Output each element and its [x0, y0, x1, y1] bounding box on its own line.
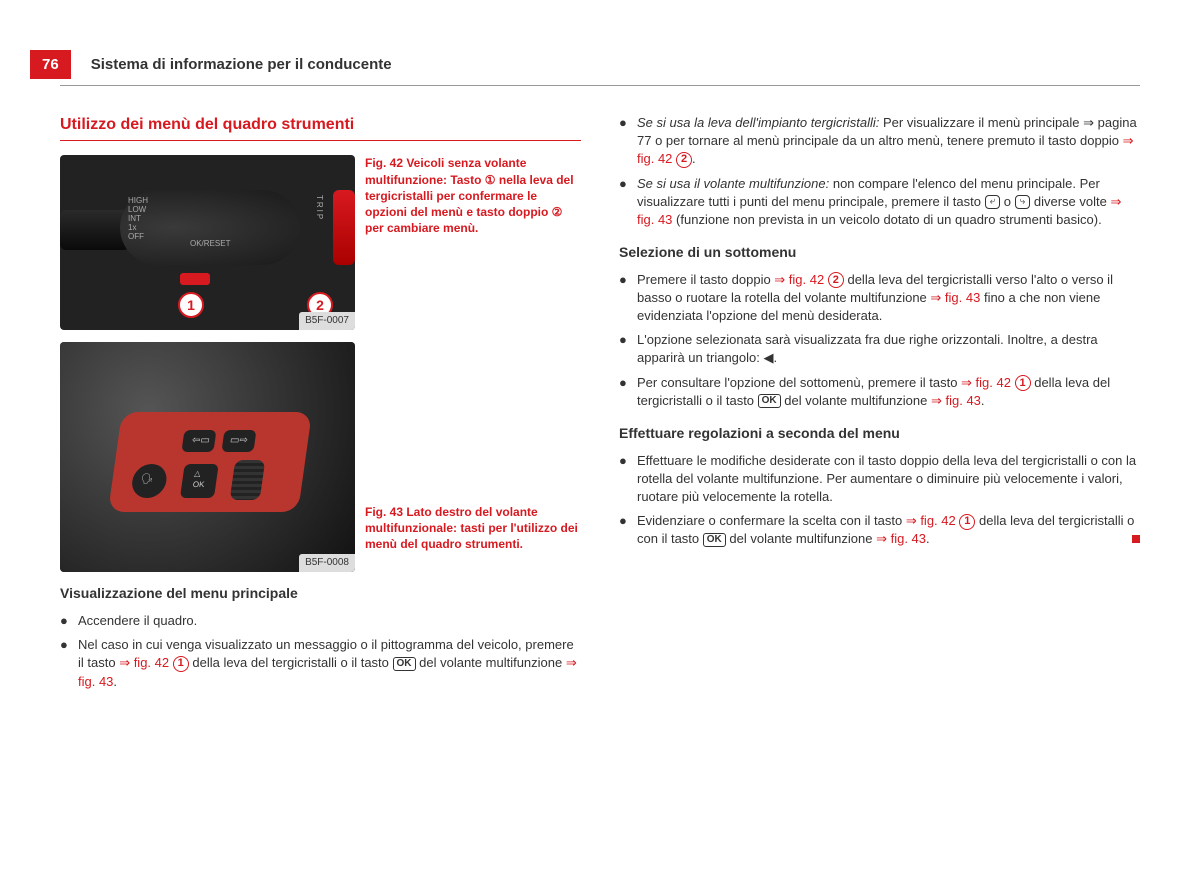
circled-2-icon: 2: [828, 272, 844, 288]
right-column: ● Se si usa la leva dell'impianto tergic…: [619, 114, 1140, 697]
left-subtitle-1: Visualizzazione del menu principale: [60, 584, 581, 604]
right-s2-bullet-3-text: Per consultare l'opzione del sottomenù, …: [637, 374, 1140, 410]
text: (funzione non prevista in un veicolo dot…: [676, 212, 1102, 227]
text: Per consultare l'opzione del sottomenù, …: [637, 375, 961, 390]
fig42-ref: ⇒ fig. 42: [961, 375, 1011, 390]
right-bullet-1-text: Se si usa la leva dell'impianto tergicri…: [637, 114, 1140, 169]
columns: Utilizzo dei menù del quadro strumenti H…: [30, 114, 1170, 697]
figure-42-image: HIGH LOW INT 1x OFF OK/RESET TRIP 1 2 B5…: [60, 155, 355, 330]
chapter-title: Sistema di informazione per il conducent…: [91, 54, 392, 75]
end-square-icon: [1132, 535, 1140, 543]
text: .: [981, 393, 985, 408]
figure-43-caption: Fig. 43 Lato destro del volante multifun…: [365, 504, 581, 553]
wheel-scroll-wheel: [230, 460, 266, 500]
text: Evidenziare o confermare la scelta con i…: [637, 513, 906, 528]
bullet-icon: ●: [619, 114, 637, 169]
right-s2-bullet-1: ● Premere il tasto doppio ⇒ fig. 42 2 de…: [619, 271, 1140, 326]
page-right-icon: ⤷: [1015, 195, 1031, 209]
text: o: [1004, 194, 1015, 209]
stalk-tip-button: [333, 190, 355, 265]
wheel-ok-button: △OK: [180, 464, 219, 498]
wheel-page-left-button: ⇦▭: [181, 430, 216, 452]
bullet-icon: ●: [619, 512, 637, 548]
bullet-icon: ●: [619, 374, 637, 410]
text-italic: Se si usa la leva dell'impianto tergicri…: [637, 115, 879, 130]
circled-1-icon: 1: [173, 656, 189, 672]
right-s3-bullet-2-text: Evidenziare o confermare la scelta con i…: [637, 512, 1140, 548]
figure-43-code: B5F-0008: [299, 554, 355, 572]
bullet-icon: ●: [619, 175, 637, 230]
wheel-voice-button: 🗣: [130, 464, 169, 498]
wheel-button-panel: ⇦▭ ▭⇨ 🗣 △OK: [108, 412, 312, 512]
bullet-icon: ●: [60, 612, 78, 630]
fig42-ref: ⇒ fig. 42: [774, 272, 824, 287]
bullet-icon: ●: [619, 452, 637, 507]
right-bullet-2: ● Se si usa il volante multifunzione: no…: [619, 175, 1140, 230]
figure-43: ⇦▭ ▭⇨ 🗣 △OK B5F-0008 Fig. 43 Lato destro…: [60, 342, 581, 572]
header: 76 Sistema di informazione per il conduc…: [30, 50, 1170, 79]
fig43-ref: ⇒ fig. 43: [876, 531, 926, 546]
fig42-ref: ⇒ fig. 42: [906, 513, 956, 528]
text: del volante multifunzione: [784, 393, 931, 408]
left-body: Visualizzazione del menu principale ● Ac…: [60, 584, 581, 690]
right-s3-bullet-1-text: Effettuare le modifiche desiderate con i…: [637, 452, 1140, 507]
bullet-icon: ●: [619, 331, 637, 367]
right-s3-bullet-2: ● Evidenziare o confermare la scelta con…: [619, 512, 1140, 548]
stalk-okreset-label: OK/RESET: [190, 240, 230, 249]
right-s3-bullet-1: ● Effettuare le modifiche desiderate con…: [619, 452, 1140, 507]
left-bullet-1-text: Accendere il quadro.: [78, 612, 581, 630]
stalk-modes-label: HIGH LOW INT 1x OFF: [128, 197, 148, 241]
circled-2-icon: 2: [676, 152, 692, 168]
text: del volante multifunzione: [419, 655, 566, 670]
figure-42: HIGH LOW INT 1x OFF OK/RESET TRIP 1 2 B5…: [60, 155, 581, 330]
figure-42-caption: Fig. 42 Veicoli senza volante multifunzi…: [365, 155, 581, 330]
fig43-ref: ⇒ fig. 43: [930, 290, 980, 305]
right-s2-bullet-1-text: Premere il tasto doppio ⇒ fig. 42 2 dell…: [637, 271, 1140, 326]
stalk-ok-button: [180, 273, 210, 285]
text: della leva del tergicristalli o il tasto: [192, 655, 392, 670]
right-subtitle-2: Selezione di un sottomenu: [619, 243, 1140, 263]
right-s2-bullet-2: ● L'opzione selezionata sarà visualizzat…: [619, 331, 1140, 367]
figure-43-image: ⇦▭ ▭⇨ 🗣 △OK B5F-0008: [60, 342, 355, 572]
ok-box-icon: OK: [703, 533, 726, 547]
text: .: [113, 674, 117, 689]
text-italic: Se si usa il volante multifunzione:: [637, 176, 829, 191]
right-subtitle-3: Effettuare regolazioni a seconda del men…: [619, 424, 1140, 444]
stalk-trip-label: TRIP: [314, 195, 323, 221]
right-s2-bullet-2-text: L'opzione selezionata sarà visualizzata …: [637, 331, 1140, 367]
left-bullet-1: ● Accendere il quadro.: [60, 612, 581, 630]
circled-1-icon: 1: [959, 514, 975, 530]
figure-42-marker-1: 1: [178, 292, 204, 318]
ok-box-icon: OK: [393, 657, 416, 671]
right-bullet-1: ● Se si usa la leva dell'impianto tergic…: [619, 114, 1140, 169]
section-title: Utilizzo dei menù del quadro strumenti: [60, 114, 581, 141]
left-column: Utilizzo dei menù del quadro strumenti H…: [60, 114, 581, 697]
bullet-icon: ●: [619, 271, 637, 326]
page-number: 76: [30, 50, 71, 79]
header-rule: [60, 85, 1140, 86]
fig42-ref: ⇒ fig. 42: [119, 655, 169, 670]
figure-42-code: B5F-0007: [299, 312, 355, 330]
wheel-page-right-button: ▭⇨: [221, 430, 256, 452]
right-bullet-2-text: Se si usa il volante multifunzione: non …: [637, 175, 1140, 230]
right-s2-bullet-3: ● Per consultare l'opzione del sottomenù…: [619, 374, 1140, 410]
text: .: [692, 151, 696, 166]
text: del volante multifunzione: [729, 531, 876, 546]
ok-box-icon: OK: [758, 394, 781, 408]
page-left-icon: ⤶: [985, 195, 1001, 209]
text: diverse volte: [1034, 194, 1111, 209]
page: 76 Sistema di informazione per il conduc…: [0, 0, 1200, 727]
bullet-icon: ●: [60, 636, 78, 691]
left-bullet-2-text: Nel caso in cui venga visualizzato un me…: [78, 636, 581, 691]
fig43-ref: ⇒ fig. 43: [931, 393, 981, 408]
text: Premere il tasto doppio: [637, 272, 774, 287]
circled-1-icon: 1: [1015, 375, 1031, 391]
left-bullet-2: ● Nel caso in cui venga visualizzato un …: [60, 636, 581, 691]
text: .: [926, 531, 930, 546]
